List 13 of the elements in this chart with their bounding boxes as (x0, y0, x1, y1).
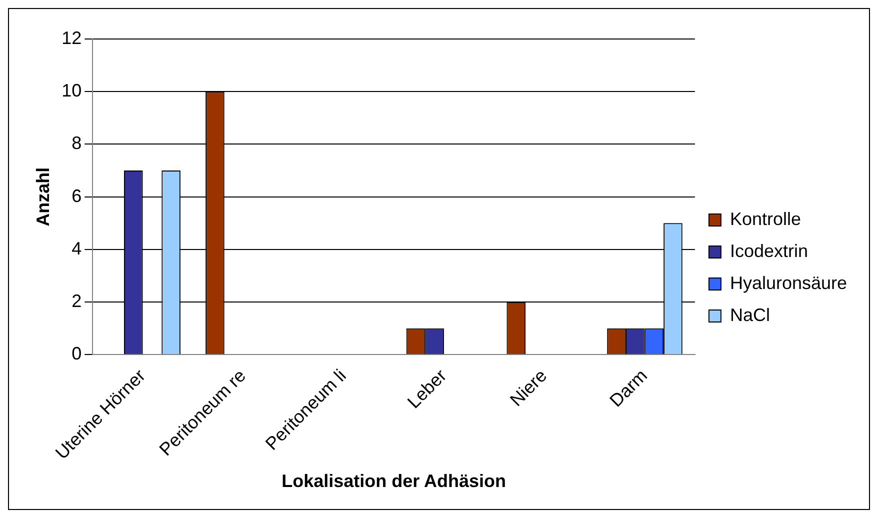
y-tick-label: 2 (72, 291, 82, 312)
y-axis-title: Anzahl (32, 167, 53, 226)
x-axis-title: Lokalisation der Adhäsion (282, 471, 506, 492)
legend-label: NaCl (730, 304, 770, 325)
y-tick-label: 4 (72, 238, 82, 258)
legend-label: Hyaluronsäure (730, 272, 847, 293)
y-tick-label: 6 (72, 186, 82, 206)
y-tick-label: 12 (62, 28, 82, 48)
y-tick-label: 10 (62, 80, 82, 101)
legend-label: Icodextrin (730, 240, 808, 261)
y-tick-label: 8 (72, 133, 82, 154)
legend-label: Kontrolle (730, 208, 801, 229)
y-tick-label: 0 (72, 344, 82, 364)
